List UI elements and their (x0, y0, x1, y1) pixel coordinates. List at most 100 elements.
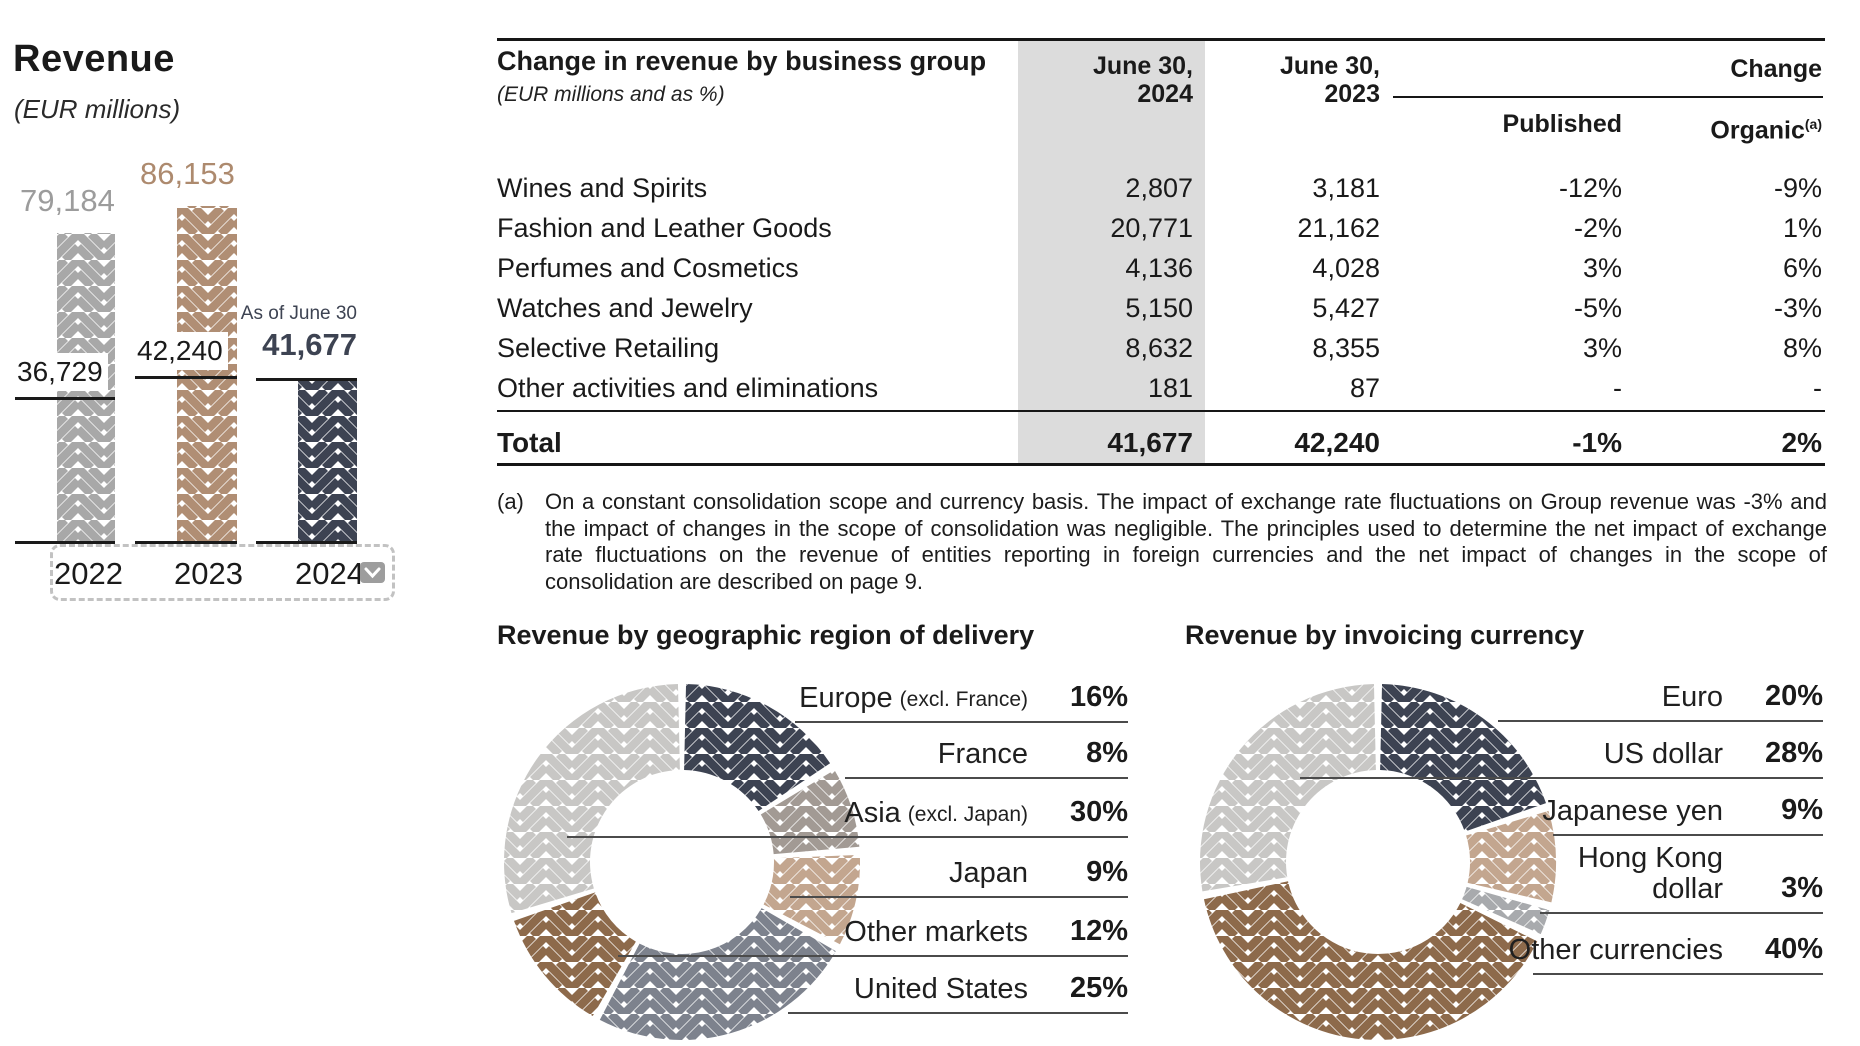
table-total-row: Total 41,677 42,240 -1% 2% (497, 423, 1825, 463)
geo-donut-segment-europe-excl-france (684, 684, 831, 811)
legend-name: Japan (948, 857, 1028, 889)
row-label: Other activities and eliminations (497, 373, 879, 403)
legend-name: Euro (1661, 681, 1723, 713)
year-label-2024: 2024 (295, 556, 364, 591)
legend-name: Japanese yen (1542, 795, 1723, 827)
total-organic: 2% (1781, 427, 1822, 458)
table-row-wines-and-spirits: Wines and Spirits 2,807 3,181 -12% -9% (497, 168, 1825, 208)
cell-v2024: 181 (1147, 373, 1193, 403)
legend-qualifier: (excl. France) (899, 688, 1028, 711)
table-top-rule (497, 38, 1825, 41)
legend-name: US dollar (1603, 738, 1723, 770)
footnote-marker: (a) (497, 489, 524, 514)
interim-value-label-2023: 42,240 (132, 332, 228, 370)
year-selector-box (50, 544, 395, 601)
as-of-june-30-label: As of June 30 (240, 303, 357, 324)
cell-v2024: 2,807 (1125, 173, 1193, 203)
currency-callout-us-dollar (1300, 777, 1823, 779)
bar-total-label-2022: 79,184 (20, 183, 115, 218)
total-label: Total (497, 427, 562, 458)
cell-v2023: 3,181 (1312, 173, 1380, 203)
geo-callout-japan (790, 896, 1128, 898)
legend-percent: 9% (1086, 856, 1128, 888)
geo-callout-united-states (788, 1012, 1128, 1014)
year-dropdown-button[interactable] (360, 562, 385, 583)
currency-label-us-dollar: US dollar 28% (1604, 737, 1823, 770)
revenue-table: Change in revenue by business group (EUR… (497, 0, 1825, 620)
interim-value-label-2022: 36,729 (12, 353, 108, 391)
legend-percent: 20% (1764, 680, 1823, 712)
year-label-2023: 2023 (174, 556, 243, 591)
cell-v2023: 5,427 (1312, 293, 1380, 323)
interim-marker-line-2022 (15, 397, 115, 400)
legend-percent: 9% (1781, 794, 1823, 826)
row-label: Watches and Jewelry (497, 293, 753, 323)
cell-v2024: 4,136 (1125, 253, 1193, 283)
total-2024: 41,677 (1107, 427, 1193, 458)
bar-total-label-2024: 41,677 (262, 327, 357, 362)
currency-donut-segment-euro (1380, 684, 1546, 832)
geo-label-france: France 8% (938, 737, 1128, 770)
organic-label: Organic (1710, 116, 1805, 145)
legend-name: Hong Kong dollar (1577, 842, 1723, 905)
geo-donut-segment-united-states (599, 908, 836, 1041)
cell-organic: -3% (1773, 293, 1822, 323)
bar-2024 (298, 380, 357, 543)
cell-v2024: 8,632 (1125, 333, 1193, 363)
currency-callout-euro (1498, 720, 1823, 722)
total-2023: 42,240 (1294, 427, 1380, 458)
legend-percent: 3% (1781, 872, 1823, 904)
currency-label-euro: Euro 20% (1662, 680, 1823, 713)
cell-organic: 8% (1782, 333, 1822, 363)
geo-donut-title: Revenue by geographic region of delivery (497, 620, 1035, 650)
table-row-fashion-and-leather-goods: Fashion and Leather Goods 20,771 21,162 -2%… (497, 208, 1825, 248)
currency-label-hong-kong-dollar: Hong Kong dollar 3% (1578, 843, 1823, 905)
legend-percent: 8% (1086, 737, 1128, 769)
currency-donut (1199, 684, 1556, 1041)
footnote-text: On a constant consolidation scope and cu… (545, 489, 1827, 594)
cell-published: -5% (1573, 293, 1622, 323)
currency-donut-segment-other-currencies (1203, 881, 1538, 1041)
table-title: Change in revenue by business group (497, 46, 987, 76)
cell-v2023: 8,355 (1312, 333, 1380, 363)
geo-callout-france (845, 777, 1128, 779)
column-header-published: Published (1502, 110, 1622, 138)
cell-published: -2% (1573, 213, 1622, 243)
row-label: Perfumes and Cosmetics (497, 253, 799, 283)
table-row-perfumes-and-cosmetics: Perfumes and Cosmetics 4,136 4,028 3% 6% (497, 248, 1825, 288)
geo-label-europe: Europe (excl. France) 16% (799, 681, 1128, 714)
cell-v2023: 4,028 (1312, 253, 1380, 283)
geo-callout-asia (567, 836, 1128, 838)
cell-organic: -9% (1773, 173, 1822, 203)
geo-donut (504, 684, 861, 1041)
cell-published: 3% (1582, 253, 1622, 283)
revenue-subtitle: (EUR millions) (14, 94, 181, 124)
currency-callout-other-currencies (1533, 973, 1823, 975)
table-row-selective-retailing: Selective Retailing 8,632 8,355 3% 8% (497, 328, 1825, 368)
organic-footnote-marker: (a) (1804, 116, 1822, 132)
table-bottom-rule (497, 463, 1825, 466)
geo-donut-segment-asia-excl-japan (504, 684, 680, 914)
legend-name: France (937, 738, 1028, 770)
row-label: Selective Retailing (497, 333, 720, 363)
cell-published: -12% (1558, 173, 1622, 203)
geo-callout-other-markets (618, 955, 1128, 957)
table-row-watches-and-jewelry: Watches and Jewelry 5,150 5,427 -5% -3% (497, 288, 1825, 328)
table-row-other-activities-and-eliminations: Other activities and eliminations 181 87 - - (497, 368, 1825, 408)
row-label: Wines and Spirits (497, 173, 708, 203)
cell-published: 3% (1582, 333, 1622, 363)
chevron-down-icon (364, 567, 381, 578)
currency-callout-japanese-yen (1553, 834, 1823, 836)
geo-callout-europe (795, 721, 1128, 723)
geo-label-japan: Japan 9% (949, 856, 1128, 889)
interim-marker-line-2023 (135, 376, 237, 379)
change-sub-rule (1393, 96, 1823, 98)
geo-donut-segment-france (760, 770, 860, 855)
total-top-rule (497, 410, 1825, 412)
table-highlight-column (1018, 38, 1205, 464)
cell-organic: 1% (1782, 213, 1822, 243)
legend-percent: 40% (1764, 933, 1823, 965)
row-label: Fashion and Leather Goods (497, 213, 832, 243)
